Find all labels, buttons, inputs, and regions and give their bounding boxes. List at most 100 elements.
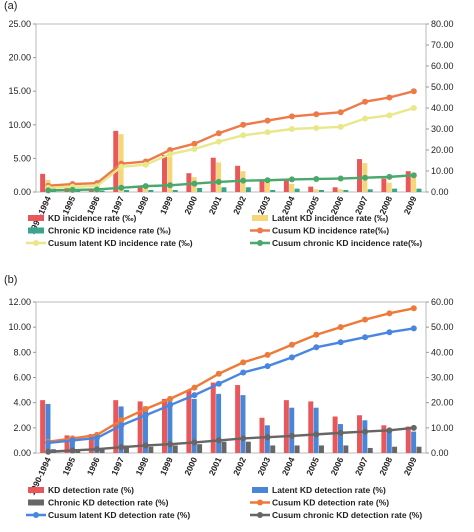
left-axis-tick-label: 25.00 — [8, 19, 31, 29]
point-cusum-kd-detection-rate--9 — [264, 351, 271, 358]
legend-swatch — [28, 215, 44, 221]
bar-chronic-kd-detection-rate--10 — [294, 445, 300, 453]
bar-latent-kd-detection-rate--2 — [94, 436, 100, 453]
bar-kd-incidence-rate--12 — [332, 187, 338, 192]
bar-chronic-kd-incidence-rate--8 — [245, 187, 251, 192]
bar-kd-detection-rate--4 — [137, 401, 143, 453]
bar-kd-detection-rate--0 — [40, 400, 46, 453]
x-axis-tick-label: 2009 — [402, 455, 419, 477]
point-cusum-latent-kd-incidence-rate--8 — [240, 132, 247, 139]
bar-kd-detection-rate--13 — [357, 415, 362, 453]
bar-chronic-kd-detection-rate--6 — [197, 444, 203, 453]
legend-label: Chronic KD detection rate (%) — [48, 498, 169, 508]
line-cusum-latent-kd-detection-rate- — [48, 327, 414, 445]
right-axis-tick-label: 0.00 — [431, 448, 449, 458]
x-axis-tick-label: 1999 — [158, 194, 175, 216]
bar-kd-incidence-rate--14 — [381, 178, 387, 192]
panel-label: (b) — [4, 274, 17, 286]
bar-chronic-kd-detection-rate--15 — [416, 446, 422, 453]
point-cusum-chronic-kd-incidence-rate--9 — [264, 177, 271, 184]
line-cusum-kd-detection-rate- — [48, 307, 415, 443]
bar-chronic-kd-detection-rate--2 — [99, 449, 105, 453]
bar-chronic-kd-detection-rate--12 — [343, 445, 349, 453]
bar-latent-kd-incidence-rate--4 — [143, 188, 148, 192]
left-axis-tick-label: 4.00 — [13, 398, 31, 408]
chart-panel-b: (b) 0.00 2.00 4.00 6.00 8.00 10.00 12.00 0.00 10.… — [4, 274, 454, 520]
bar-kd-incidence-rate--7 — [210, 157, 216, 192]
bar-chronic-kd-detection-rate--11 — [318, 445, 324, 453]
bar-chronic-kd-detection-rate--13 — [367, 447, 373, 453]
plot-frame — [35, 23, 427, 193]
bar-latent-kd-detection-rate--6 — [191, 398, 197, 453]
point-cusum-latent-kd-incidence-rate--4 — [142, 161, 149, 168]
point-cusum-kd-incidence-rate--8 — [240, 121, 247, 128]
bar-kd-incidence-rate--0 — [40, 173, 46, 192]
x-axis-tick-label: 2008 — [377, 455, 394, 477]
point-cusum-chronic-kd-detection-rate--5 — [167, 441, 174, 448]
bar-latent-kd-detection-rate--15 — [411, 431, 417, 453]
line-cusum-kd-incidence-rate- — [48, 90, 415, 187]
x-axis-tick-label: 2006 — [328, 455, 345, 477]
right-axis-tick-label: 20.00 — [431, 398, 454, 408]
point-cusum-kd-incidence-rate--12 — [337, 109, 344, 116]
bar-kd-detection-rate--12 — [332, 416, 338, 453]
bar-chronic-kd-incidence-rate--14 — [392, 188, 398, 192]
point-cusum-latent-kd-detection-rate--1 — [69, 437, 76, 444]
point-cusum-kd-detection-rate--11 — [313, 331, 320, 338]
point-cusum-chronic-kd-incidence-rate--10 — [288, 176, 295, 183]
bar-kd-incidence-rate--15 — [405, 171, 411, 192]
line-cusum-chronic-kd-incidence-rate- — [48, 174, 414, 192]
legend-swatch — [28, 487, 44, 493]
bar-latent-kd-detection-rate--3 — [118, 406, 124, 453]
x-axis-tick-label: 1999 — [158, 455, 175, 477]
right-axis-tick-label: 20.00 — [431, 145, 454, 155]
x-axis-tick-label: 2004 — [280, 455, 297, 477]
legend-label: Latent KD incidence rate (‰) — [272, 213, 388, 223]
point-cusum-kd-detection-rate--10 — [288, 341, 295, 348]
point-cusum-kd-detection-rate--4 — [142, 405, 149, 412]
bar-latent-kd-incidence-rate--14 — [386, 182, 392, 192]
point-cusum-chronic-kd-detection-rate--6 — [191, 439, 198, 446]
point-cusum-latent-kd-incidence-rate--7 — [215, 138, 222, 145]
legend-swatch — [28, 227, 44, 234]
bar-latent-kd-detection-rate--7 — [216, 393, 222, 453]
bar-kd-detection-rate--11 — [308, 401, 314, 453]
bar-kd-detection-rate--1 — [64, 435, 70, 453]
x-axis-tick-label: 2000 — [182, 455, 199, 477]
right-axis-tick-label: 30.00 — [431, 373, 454, 383]
x-axis-tick-label: 2000 — [182, 194, 199, 216]
bar-kd-detection-rate--2 — [88, 434, 94, 453]
bar-chronic-kd-incidence-rate--1 — [75, 190, 81, 192]
right-axis-tick-label: 30.00 — [431, 124, 454, 134]
bar-kd-incidence-rate--6 — [186, 173, 192, 192]
point-cusum-latent-kd-detection-rate--3 — [118, 422, 125, 429]
legend-marker — [257, 512, 263, 518]
point-cusum-chronic-kd-detection-rate--14 — [386, 427, 393, 434]
legend-swatch — [252, 215, 268, 221]
left-axis-tick-label: 15.00 — [8, 86, 31, 96]
bar-latent-kd-detection-rate--10 — [289, 407, 295, 453]
x-axis-tick-label: 2002 — [231, 194, 248, 216]
legend-swatch — [28, 499, 44, 506]
point-cusum-kd-detection-rate--6 — [191, 384, 198, 391]
legend-label: KD detection rate (%) — [48, 485, 134, 495]
point-cusum-chronic-kd-incidence-rate--3 — [118, 184, 125, 191]
bar-latent-kd-detection-rate--12 — [338, 424, 343, 453]
point-cusum-latent-kd-detection-rate--9 — [264, 363, 271, 370]
legend-label: Chronic KD incidence rate (‰) — [48, 226, 171, 236]
legend-swatch — [252, 487, 268, 493]
point-cusum-kd-incidence-rate--7 — [215, 130, 222, 137]
point-cusum-kd-detection-rate--15 — [410, 305, 417, 312]
point-cusum-latent-kd-detection-rate--11 — [313, 344, 320, 351]
point-cusum-chronic-kd-incidence-rate--5 — [167, 182, 174, 189]
x-axis-tick-label: 2007 — [353, 455, 370, 477]
bar-kd-incidence-rate--9 — [259, 179, 265, 192]
bar-chronic-kd-incidence-rate--11 — [318, 189, 324, 192]
point-cusum-kd-detection-rate--3 — [118, 417, 125, 424]
point-cusum-latent-kd-detection-rate--2 — [93, 434, 100, 441]
point-cusum-latent-kd-detection-rate--8 — [240, 369, 247, 376]
point-cusum-latent-kd-incidence-rate--12 — [337, 123, 344, 130]
point-cusum-kd-incidence-rate--5 — [167, 147, 174, 153]
x-axis-tick-label: 2009 — [402, 194, 419, 216]
bar-chronic-kd-detection-rate--5 — [172, 445, 178, 453]
